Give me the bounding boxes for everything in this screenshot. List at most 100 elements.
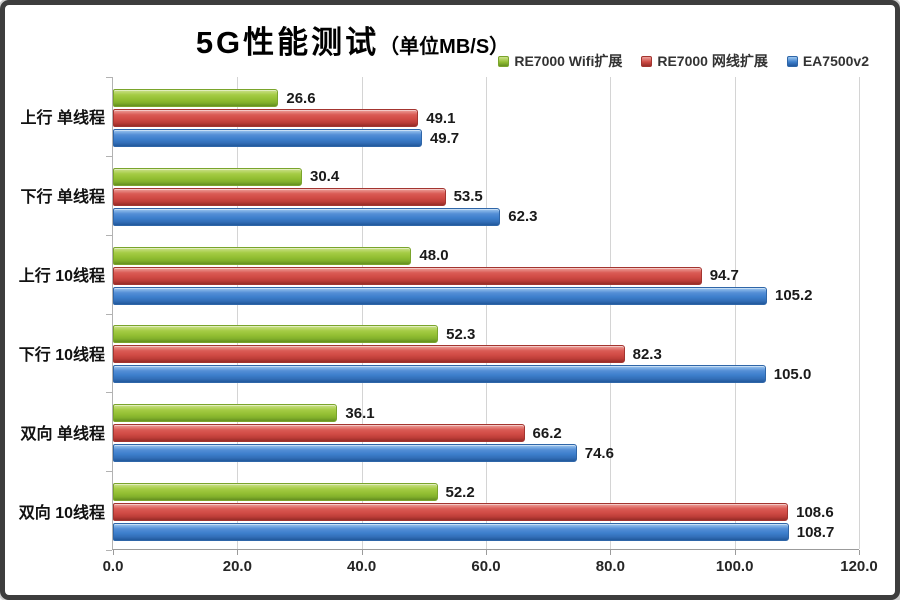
bar-value-label: 108.6 bbox=[796, 503, 834, 521]
category-label: 上行 单线程 bbox=[20, 110, 105, 128]
bar-group: 48.0 94.7 105.2 bbox=[113, 235, 859, 314]
bar bbox=[113, 444, 577, 463]
bar bbox=[113, 523, 789, 542]
plot-area: 0.0 20.0 40.0 60.0 80.0 100.0 120.0 26.6 49.1 49.… bbox=[103, 77, 878, 575]
bar-row: 48.0 bbox=[113, 246, 859, 265]
bar-row: 53.5 bbox=[113, 187, 859, 206]
x-axis-tick bbox=[113, 550, 114, 555]
bar bbox=[113, 109, 419, 127]
bar bbox=[113, 365, 766, 384]
x-axis-tick bbox=[610, 550, 612, 555]
chart-canvas: 5G性能测试（单位MB/S） RE7000 Wifi扩展 RE7000 网线扩展 E… bbox=[5, 5, 895, 595]
bar bbox=[113, 345, 625, 364]
bar bbox=[113, 286, 767, 305]
category-axis-labels: 上行 单线程 下行 单线程 上行 10线程 下行 10线程 双向 单线程 双向 10线程 bbox=[11, 77, 105, 550]
bar-value-label: 26.6 bbox=[286, 89, 316, 107]
bar bbox=[113, 187, 446, 206]
bar-row: 52.3 bbox=[113, 325, 859, 344]
bar bbox=[113, 503, 789, 522]
bar-group: 36.1 66.2 74.6 bbox=[113, 392, 859, 471]
bar-value-label: 62.3 bbox=[508, 208, 538, 226]
bar-group: 26.6 49.1 49.7 bbox=[113, 77, 859, 156]
gridline bbox=[361, 77, 363, 549]
bar-value-label: 74.6 bbox=[584, 444, 614, 462]
bar-value-label: 94.7 bbox=[709, 267, 739, 285]
x-axis-tick bbox=[361, 550, 363, 555]
bar-value-label: 48.0 bbox=[419, 247, 449, 265]
bar-row: 82.3 bbox=[113, 345, 859, 364]
bar-value-label: 30.4 bbox=[309, 168, 340, 186]
bar bbox=[113, 404, 338, 423]
bar bbox=[113, 207, 501, 226]
category-axis-tick bbox=[106, 77, 112, 78]
bar-value-label: 49.1 bbox=[426, 109, 456, 127]
bar-group: 30.4 53.5 62.3 bbox=[113, 156, 859, 235]
bar bbox=[113, 325, 439, 344]
bar-row: 105.0 bbox=[113, 365, 859, 384]
bar-row: 52.2 bbox=[113, 483, 859, 502]
bar-value-label: 105.0 bbox=[773, 365, 812, 383]
x-axis-tick bbox=[486, 550, 487, 555]
legend: RE7000 Wifi扩展 RE7000 网线扩展 EA7500v2 bbox=[498, 51, 869, 71]
category-label: 双向 10线程 bbox=[18, 504, 105, 522]
bar bbox=[113, 89, 279, 107]
category-axis-tick bbox=[106, 234, 112, 236]
bar bbox=[113, 167, 302, 186]
bar-value-label: 52.2 bbox=[445, 483, 475, 501]
bar-row: 108.6 bbox=[113, 503, 859, 522]
legend-item: EA7500v2 bbox=[786, 53, 869, 69]
chart-title: 5G性能测试（单位MB/S） bbox=[60, 17, 645, 62]
bar-value-label: 108.7 bbox=[796, 523, 835, 541]
x-axis-tick-label: 100.0 bbox=[715, 558, 754, 575]
gridline bbox=[610, 77, 612, 549]
bar-value-label: 66.2 bbox=[532, 424, 562, 442]
bar-value-label: 36.1 bbox=[345, 404, 375, 422]
x-axis-tick-label: 120.0 bbox=[840, 558, 878, 575]
x-axis-tick bbox=[237, 550, 239, 555]
bar-row: 30.4 bbox=[113, 167, 859, 186]
legend-label: EA7500v2 bbox=[802, 53, 869, 69]
bar-row: 108.7 bbox=[113, 523, 859, 542]
x-axis-tick-label: 60.0 bbox=[471, 558, 501, 575]
legend-item: RE7000 Wifi扩展 bbox=[498, 51, 622, 71]
category-label: 上行 10线程 bbox=[18, 268, 105, 286]
gridline bbox=[486, 77, 487, 549]
x-axis-tick bbox=[859, 550, 860, 555]
x-axis-tick-label: 80.0 bbox=[595, 558, 625, 575]
bar-row: 49.7 bbox=[113, 129, 859, 147]
bar-row: 105.2 bbox=[113, 286, 859, 305]
category-axis-tick bbox=[106, 313, 112, 315]
x-axis-tick bbox=[734, 550, 736, 555]
bar bbox=[113, 424, 525, 443]
gridline bbox=[859, 77, 860, 549]
category-label: 下行 10线程 bbox=[18, 346, 105, 364]
x-axis-tick-label: 20.0 bbox=[222, 558, 252, 575]
bar bbox=[113, 266, 702, 285]
bar-group: 52.2 108.6 108.7 bbox=[113, 471, 859, 550]
bar-row: 62.3 bbox=[113, 207, 859, 226]
legend-label: RE7000 Wifi扩展 bbox=[514, 53, 623, 69]
bar bbox=[113, 483, 438, 502]
bar-value-label: 53.5 bbox=[453, 188, 483, 206]
chart-title-unit: （单位MB/S） bbox=[379, 36, 510, 58]
bar-value-label: 82.3 bbox=[632, 345, 662, 363]
x-axis-tick-label: 0.0 bbox=[102, 558, 124, 575]
category-axis-tick bbox=[106, 155, 112, 157]
x-axis-tick-label: 40.0 bbox=[347, 558, 377, 575]
legend-marker-icon bbox=[498, 55, 510, 67]
gridline bbox=[237, 77, 239, 549]
bar-row: 66.2 bbox=[113, 424, 859, 443]
bar-row: 94.7 bbox=[113, 266, 859, 285]
bar-row: 36.1 bbox=[113, 404, 859, 423]
gridline bbox=[734, 77, 736, 549]
bar-value-label: 105.2 bbox=[774, 287, 813, 305]
bar-row: 26.6 bbox=[113, 89, 859, 107]
bar-row: 49.1 bbox=[113, 109, 859, 127]
chart-title-text: 5G性能测试 bbox=[195, 25, 380, 60]
category-axis-tick bbox=[106, 392, 112, 394]
bar bbox=[113, 129, 422, 147]
bar bbox=[113, 246, 412, 265]
legend-marker-icon bbox=[786, 55, 798, 67]
category-axis-tick bbox=[106, 471, 112, 473]
